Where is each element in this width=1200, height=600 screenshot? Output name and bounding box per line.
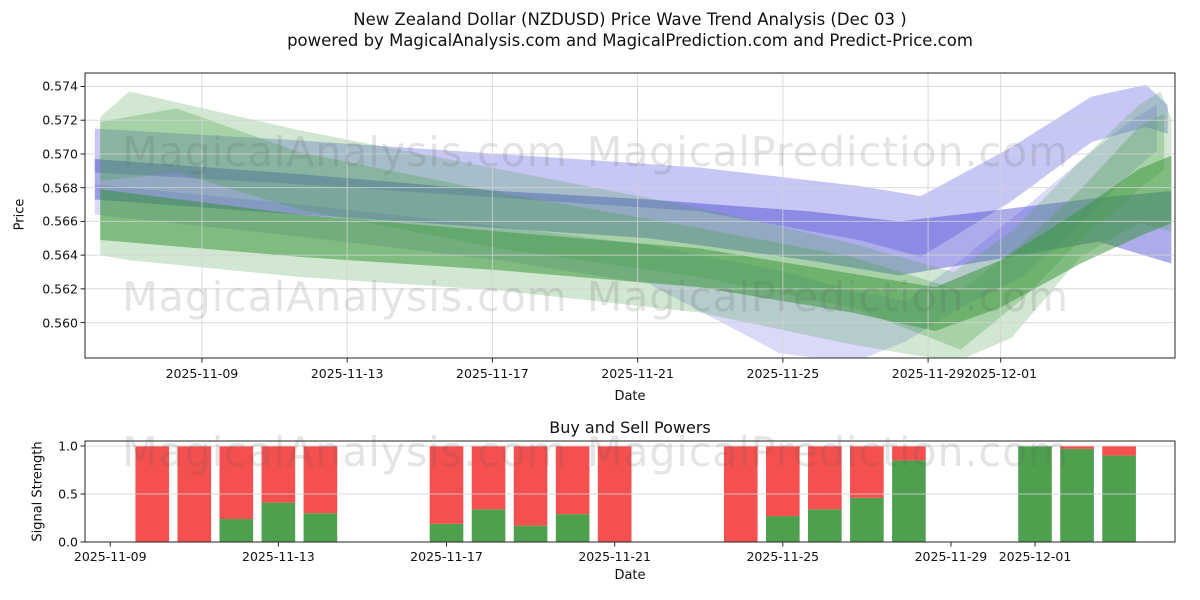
sell-bar-segment	[261, 445, 296, 503]
buy-bar-segment	[808, 509, 842, 542]
price-wave-bands	[94, 84, 1172, 358]
signal-x-axis-label: Date	[614, 568, 646, 583]
signal-x-tick-label: 2025-11-13	[242, 549, 315, 564]
sell-bar-segment	[765, 445, 800, 517]
signal-y-tick-label: 0.5	[58, 486, 78, 502]
sell-bar-segment	[303, 445, 338, 514]
chart-subtitle: powered by MagicalAnalysis.com and Magic…	[287, 31, 973, 50]
price-x-tick-label: 2025-11-09	[165, 366, 239, 381]
buy-bar-segment	[303, 513, 338, 542]
signal-x-tick-label: 2025-12-01	[998, 549, 1072, 564]
signal-plot-frame	[84, 440, 1176, 543]
price-y-tick-label: 0.564	[42, 247, 78, 263]
price-x-tick-label: 2025-11-21	[601, 366, 674, 381]
price-y-tick-label: 0.570	[42, 146, 78, 162]
grid-lines	[85, 73, 1175, 495]
price-x-tick-label: 2025-11-29	[891, 366, 965, 381]
price-y-tick-label: 0.568	[42, 180, 78, 196]
price-x-tick-label: 2025-11-17	[456, 366, 529, 381]
chart-title: New Zealand Dollar (NZDUSD) Price Wave T…	[353, 10, 907, 29]
buy-bar-segment	[765, 516, 800, 542]
price-y-tick-label: 0.562	[42, 281, 78, 297]
sell-bar-segment	[1102, 445, 1136, 456]
price-plot-frame	[84, 72, 1176, 359]
sell-bar-segment	[850, 445, 884, 498]
sell-bar-segment	[892, 445, 926, 461]
price-x-tick-label: 2025-11-25	[746, 366, 820, 381]
signal-chart-title: Buy and Sell Powers	[549, 418, 711, 437]
signal-x-tick-label: 2025-11-25	[746, 549, 820, 564]
buy-bar-segment	[261, 502, 296, 542]
price-y-tick-label: 0.566	[42, 213, 78, 229]
sell-bar-segment	[471, 445, 506, 510]
buy-bar-segment	[850, 497, 884, 542]
buy-bar-segment	[471, 509, 506, 542]
signal-y-tick-label: 1.0	[58, 438, 78, 454]
price-y-tick-label: 0.574	[42, 78, 78, 94]
buy-bar-segment	[1060, 448, 1094, 542]
sell-bar-segment	[513, 445, 548, 526]
price-y-tick-label: 0.560	[42, 315, 78, 331]
price-x-tick-label: 2025-12-01	[964, 366, 1038, 381]
sell-bar-segment	[555, 445, 590, 515]
sell-bar-segment	[429, 445, 464, 524]
price-y-tick-label: 0.572	[42, 112, 78, 128]
wave-band-blue-upper-envelope	[94, 84, 1168, 257]
figure-title-block: New Zealand Dollar (NZDUSD) Price Wave T…	[60, 9, 1200, 51]
buy-bar-segment	[513, 525, 548, 542]
sell-bar-segment	[1060, 445, 1094, 449]
buy-bar-segment	[429, 523, 464, 542]
signal-x-tick-label: 2025-11-09	[73, 549, 147, 564]
signal-x-tick-label: 2025-11-21	[578, 549, 651, 564]
signal-x-tick-label: 2025-11-17	[410, 549, 483, 564]
wave-band-green-bright-core	[100, 155, 1172, 332]
buy-bar-segment	[555, 514, 590, 542]
price-x-axis-label: Date	[614, 389, 646, 404]
price-x-tick-label: 2025-11-13	[310, 366, 384, 381]
signal-y-tick-label: 0.0	[58, 534, 78, 550]
buy-bar-segment	[219, 518, 254, 542]
buy-bar-segment	[1102, 455, 1136, 542]
sell-bar-segment	[219, 445, 254, 519]
sell-bar-segment	[808, 445, 842, 510]
buy-bar-segment	[892, 460, 926, 542]
signal-x-tick-label: 2025-11-29	[914, 549, 988, 564]
